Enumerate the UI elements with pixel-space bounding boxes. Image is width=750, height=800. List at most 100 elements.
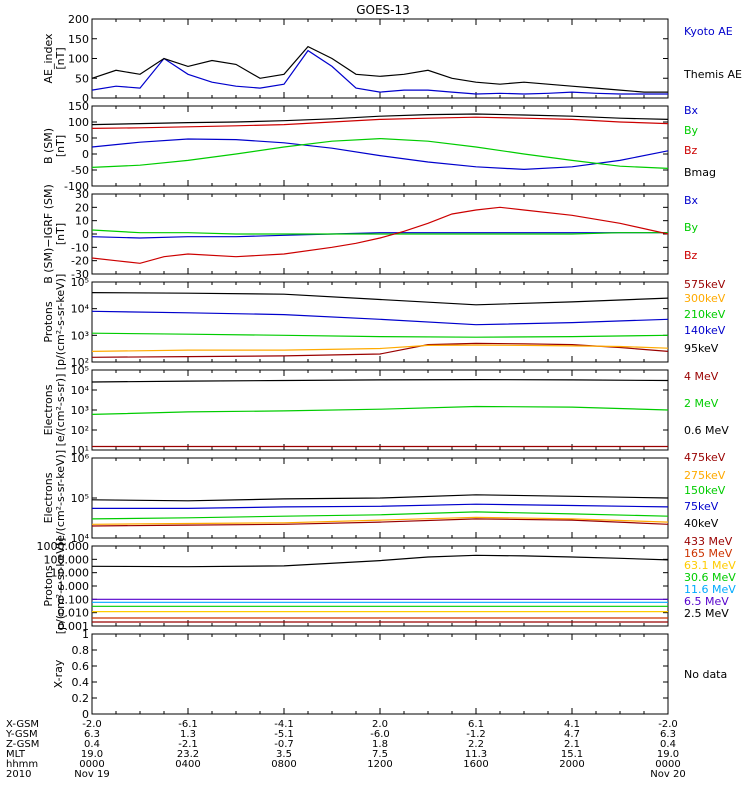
- y-tick-label: 10: [75, 215, 89, 228]
- y-tick-label: 10²: [71, 356, 89, 369]
- panel-protons: 10² 10³ 10⁴ 10⁵ Protons[p/(cm²-s-sr-keV)] 575…: [42, 274, 726, 371]
- legend-label: Kyoto AE: [684, 25, 733, 38]
- legend-label: 75keV: [684, 500, 719, 513]
- y-axis-label: B (SM)[nT]: [42, 128, 67, 164]
- time-row-value: -0.7: [274, 739, 294, 750]
- y-axis-label: B (SM)−IGRF (SM)[nT]: [42, 184, 67, 284]
- y-tick-label: 10.000: [51, 567, 90, 580]
- time-row-value: 19.0: [81, 749, 103, 760]
- time-row-value: 2000: [559, 759, 584, 770]
- time-row-value: 1.3: [180, 729, 196, 740]
- y-tick-label: 0: [82, 148, 89, 161]
- y-tick-label: 100: [68, 116, 89, 129]
- time-row-value: 0.4: [84, 739, 100, 750]
- legend-label: Bz: [684, 144, 698, 157]
- legend-label: Bx: [684, 194, 699, 207]
- y-tick-label: 0: [82, 92, 89, 105]
- time-row-value: 3.5: [276, 749, 292, 760]
- legend-label: 150keV: [684, 484, 726, 497]
- y-tick-label: 10¹: [71, 444, 89, 457]
- y-tick-label: 1.000: [58, 580, 90, 593]
- time-row-value: 1.8: [372, 739, 388, 750]
- y-tick-label: 10⁴: [71, 384, 90, 397]
- panel-frame: [91, 545, 669, 627]
- y-axis-label: Protons[p/(cm²-s-sr-keV)]: [42, 274, 67, 371]
- legend-label: 95keV: [684, 342, 719, 355]
- y-axis-label: Electrons[e/(cm²-s-sr)]: [42, 374, 67, 447]
- legend-label: 140keV: [684, 324, 726, 337]
- time-row-value: 11.3: [465, 749, 487, 760]
- y-tick-label: 150: [68, 33, 89, 46]
- y-tick-label: -20: [71, 255, 89, 268]
- legend-label: By: [684, 124, 699, 137]
- y-tick-label: 0.8: [72, 644, 90, 657]
- time-row-value: -5.1: [274, 729, 294, 740]
- y-tick-label: 20: [75, 201, 89, 214]
- time-row-value: 0.4: [660, 739, 676, 750]
- panel-protons-mev: 0.0010.0100.1001.00010.000100.0001000.00…: [37, 535, 737, 634]
- time-row-value: 0000: [655, 759, 680, 770]
- panel-frame: [91, 18, 669, 99]
- series-line-75kev: [92, 503, 669, 509]
- time-row-value: 4.1: [564, 719, 580, 730]
- panel-frame: [91, 105, 669, 187]
- panel-xray: 0 0.2 0.4 0.6 0.8 1 X-ray No data: [52, 628, 727, 721]
- time-row-value: 7.5: [372, 749, 388, 760]
- legend-label: 210keV: [684, 308, 726, 321]
- legend-label: Bmag: [684, 166, 716, 179]
- y-tick-label: 100.000: [44, 553, 90, 566]
- legend-label: 275keV: [684, 469, 726, 482]
- series-line-2-5-mev: [91, 554, 669, 568]
- y-tick-label: 10³: [71, 329, 89, 342]
- y-tick-label: 50: [75, 132, 89, 145]
- y-axis-label: AE_index[nT]: [42, 33, 67, 84]
- legend-label: 575keV: [684, 278, 726, 291]
- legend-label: Themis AE: [683, 68, 742, 81]
- legend-label: 2 MeV: [684, 397, 719, 410]
- time-row-value: 1200: [367, 759, 392, 770]
- y-tick-label: 0.100: [58, 593, 90, 606]
- y-tick-label: 10⁵: [71, 364, 89, 377]
- series-line-bx: [91, 232, 668, 239]
- time-row-label: MLT: [6, 749, 26, 760]
- y-tick-label: -10: [71, 241, 89, 254]
- series-line-0-6-mev: [91, 379, 669, 383]
- time-row-label: hhmm: [6, 759, 38, 770]
- time-row-value: -2.1: [178, 739, 198, 750]
- y-tick-label: 0: [82, 708, 89, 721]
- legend-label: Bx: [684, 104, 699, 117]
- y-tick-label: 10⁶: [71, 452, 90, 465]
- y-tick-label: 1: [82, 628, 89, 641]
- series-line-95kev: [91, 292, 669, 306]
- time-row-value: 4.7: [564, 729, 580, 740]
- time-row-value: Nov 20: [650, 769, 685, 780]
- time-row-label: Y-GSM: [5, 729, 38, 740]
- panel-frame: [91, 369, 669, 451]
- y-tick-label: -50: [71, 164, 89, 177]
- y-tick-label: 10²: [71, 424, 89, 437]
- y-tick-label: 100: [68, 53, 89, 66]
- y-tick-label: -100: [64, 180, 89, 193]
- time-row-value: 2.1: [564, 739, 580, 750]
- y-tick-label: 0.010: [58, 607, 90, 620]
- legend-label: By: [684, 221, 699, 234]
- time-row-value: -1.2: [466, 729, 486, 740]
- legend-label: 11.6 MeV: [684, 583, 736, 596]
- legend-label: 40keV: [684, 517, 719, 530]
- y-tick-label: 10⁵: [71, 492, 89, 505]
- series-line-themis-ae: [91, 45, 668, 93]
- y-tick-label: 0.6: [72, 660, 90, 673]
- panel-electrons-mev: 10¹ 10² 10³ 10⁴ 10⁵ Electrons[e/(cm²-s-sr)] 4 …: [42, 364, 729, 457]
- y-tick-label: -30: [71, 268, 89, 281]
- legend-label: 6.5 MeV: [684, 595, 729, 608]
- series-line-by: [91, 137, 669, 169]
- series-line-475kev: [91, 518, 669, 527]
- y-axis-label: Protons[p/(cm²-s-sr-keV)]: [42, 538, 67, 635]
- y-axis-label: X-ray: [52, 659, 65, 688]
- series-line-bz: [91, 116, 669, 129]
- panel-bsm: -100 -50 0 50 100 150 B (SM)[nT] Bx By Bz Bmag: [42, 100, 716, 193]
